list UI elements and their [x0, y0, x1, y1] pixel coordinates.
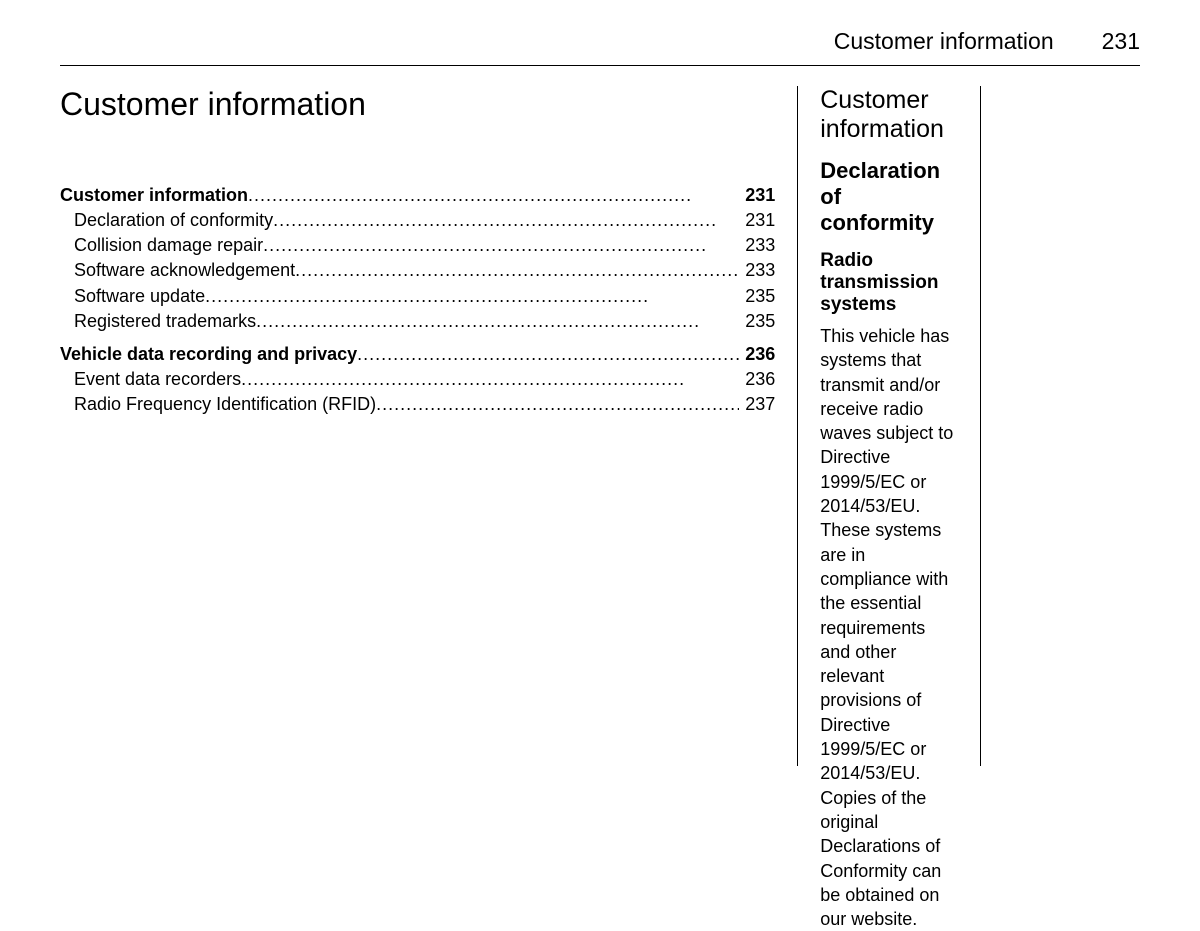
column-2: Customer information Declaration of conf… [798, 86, 979, 766]
toc-entry: Software update 235 [60, 284, 775, 309]
toc-label: Collision damage repair [74, 233, 263, 258]
toc-entry: Vehicle data recording and privacy 236 [60, 342, 775, 367]
section-heading: Customer information [820, 86, 957, 144]
toc-page: 233 [739, 258, 775, 283]
toc-page: 233 [739, 233, 775, 258]
toc-leader [248, 183, 739, 208]
table-of-contents: Customer information 231 Declaration of … [60, 183, 775, 418]
column-1: Customer information Customer informatio… [60, 86, 797, 766]
toc-label: Declaration of conformity [74, 208, 273, 233]
body-paragraph: This vehicle has systems that transmit a… [820, 324, 957, 931]
toc-page: 236 [739, 342, 775, 367]
toc-entry: Declaration of conformity 231 [60, 208, 775, 233]
content-columns: Customer information Customer informatio… [60, 86, 1140, 766]
toc-leader [295, 258, 739, 283]
toc-page: 231 [739, 183, 775, 208]
toc-label: Software update [74, 284, 205, 309]
toc-page: 231 [739, 208, 775, 233]
toc-leader [273, 208, 739, 233]
page-header: Customer information 231 [60, 28, 1140, 66]
toc-entry: Customer information 231 [60, 183, 775, 208]
document-page: Customer information 231 Customer inform… [0, 0, 1200, 802]
toc-entry: Collision damage repair 233 [60, 233, 775, 258]
toc-entry: Registered trademarks 235 [60, 309, 775, 334]
subsub-heading: Radio transmission systems [820, 250, 957, 316]
toc-page: 235 [739, 284, 775, 309]
toc-label: Registered trademarks [74, 309, 256, 334]
toc-entry: Software acknowledgement 233 [60, 258, 775, 283]
toc-page: 235 [739, 309, 775, 334]
toc-leader [205, 284, 739, 309]
toc-entry: Radio Frequency Identification (RFID) 23… [60, 392, 775, 417]
toc-label: Vehicle data recording and privacy [60, 342, 357, 367]
toc-leader [376, 392, 739, 417]
toc-leader [241, 367, 739, 392]
header-page-number: 231 [1102, 28, 1140, 55]
toc-entry: Event data recorders 236 [60, 367, 775, 392]
toc-leader [357, 342, 739, 367]
toc-label: Customer information [60, 183, 248, 208]
toc-label: Radio Frequency Identification (RFID) [74, 392, 376, 417]
chapter-title: Customer information [60, 86, 775, 123]
toc-page: 237 [739, 392, 775, 417]
toc-page: 236 [739, 367, 775, 392]
toc-label: Event data recorders [74, 367, 241, 392]
toc-label: Software acknowledgement [74, 258, 295, 283]
sub-heading: Declaration of conformity [820, 158, 957, 236]
toc-leader [263, 233, 739, 258]
column-3 [981, 86, 1140, 766]
header-section-title: Customer information [834, 28, 1054, 55]
toc-leader [256, 309, 739, 334]
toc-gap [60, 334, 775, 342]
